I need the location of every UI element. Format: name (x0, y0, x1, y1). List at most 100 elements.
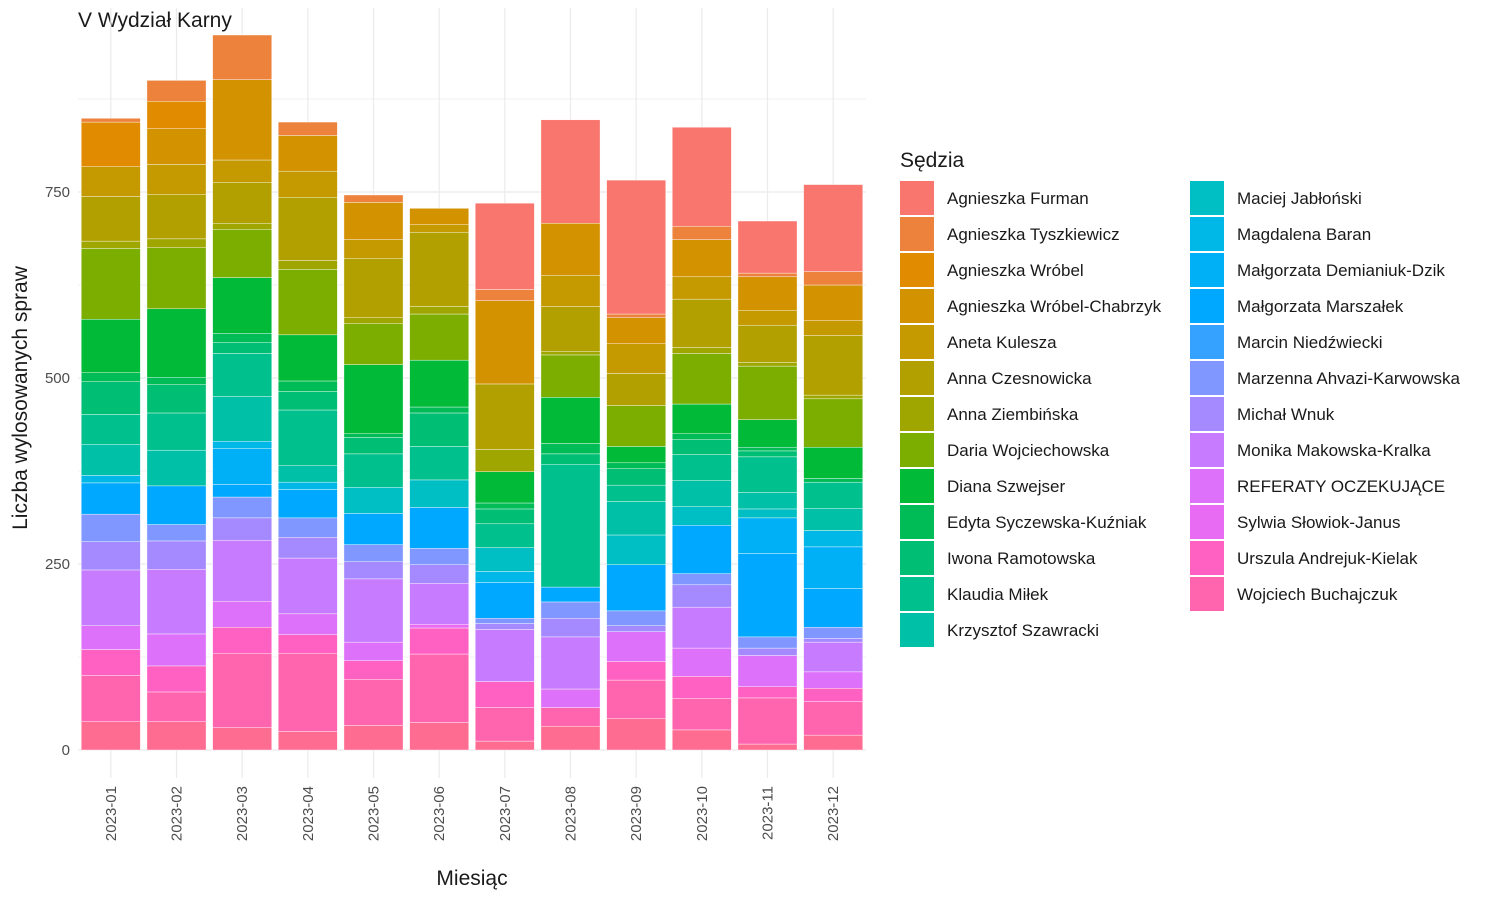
bar-segment (409, 583, 469, 625)
legend-label: Magdalena Baran (1237, 225, 1371, 244)
bar-segment (146, 412, 207, 451)
legend-label: Michał Wnuk (1237, 405, 1335, 424)
bar-segment (475, 471, 535, 504)
bar-segment (146, 238, 207, 248)
bar-segment (672, 347, 732, 354)
x-tick-label: 2023-12 (825, 786, 842, 841)
bar-segment (672, 480, 732, 507)
legend-swatch (900, 541, 934, 575)
x-tick-label: 2023-09 (628, 786, 645, 841)
legend-swatch (1190, 181, 1224, 215)
bar-segment (737, 365, 798, 420)
legend-label: REFERATY OCZEKUJĄCE (1237, 477, 1445, 496)
bar-segment (81, 166, 141, 197)
bar-segment (803, 394, 863, 400)
legend-swatch (1190, 289, 1224, 323)
bar-segment (475, 707, 535, 742)
bar-segment (212, 228, 272, 278)
bar-segment (278, 537, 338, 559)
bar-segment (343, 453, 404, 488)
bar-segment (409, 306, 469, 315)
bar-segment (212, 333, 272, 343)
bar-segment (606, 625, 666, 632)
bar-segment (606, 373, 666, 406)
bar-segment (803, 320, 863, 336)
x-tick-label: 2023-01 (103, 786, 120, 841)
legend-label: Iwona Ramotowska (947, 549, 1096, 568)
bar-segment (409, 208, 469, 225)
bar-segment (278, 334, 338, 382)
bar-segment (278, 731, 338, 751)
bar-segment (343, 561, 404, 580)
bar-segment (278, 391, 338, 411)
bar-segment (737, 697, 798, 745)
bar-segment (81, 649, 141, 676)
bar-segment (803, 446, 863, 479)
bar-segment (343, 725, 404, 751)
x-tick-label: 2023-11 (760, 786, 777, 840)
bar-segment (672, 676, 732, 699)
bar-segment (540, 351, 601, 356)
bar-segment (146, 524, 207, 542)
bar-segment (475, 681, 535, 708)
bar-segment (540, 275, 601, 307)
bar-segment (672, 439, 732, 455)
bar-segment (803, 701, 863, 736)
legend-swatch (900, 325, 934, 359)
bar-segment (737, 446, 798, 452)
legend: Sędzia Agnieszka Furman Agnieszka Tyszkie… (900, 149, 1461, 647)
bar-segment (81, 248, 141, 320)
bar-segment (606, 679, 666, 719)
bar-segment (212, 496, 272, 519)
bar-segment (212, 484, 272, 498)
bar-segment (278, 135, 338, 172)
bar-segment (540, 443, 601, 455)
bar-segment (803, 588, 863, 628)
bar-segment (737, 310, 798, 326)
bar-segment (803, 508, 863, 531)
legend-label: Wojciech Buchajczuk (1237, 585, 1398, 604)
bar-segment (146, 665, 207, 693)
bar-segment (475, 502, 535, 510)
bar-segment (212, 79, 272, 161)
bar-segment (672, 127, 732, 227)
bar-segment (409, 479, 469, 508)
legend-label: Sylwia Słowiok-Janus (1237, 513, 1400, 532)
bar-segment (146, 194, 207, 240)
bar-segment (81, 513, 141, 542)
bar-segment (475, 629, 535, 682)
bar-segment (803, 546, 863, 589)
bar-segment (343, 544, 404, 562)
bar-segment (540, 453, 601, 465)
bar-segment (672, 454, 732, 481)
bar-segment (606, 534, 666, 565)
bar-segment (672, 353, 732, 405)
bar-segment (737, 517, 798, 554)
bar-segment (737, 456, 798, 493)
bar-segment (343, 202, 404, 240)
legend-swatch (1190, 217, 1224, 251)
bar-segment (81, 240, 141, 249)
bar-segment (146, 540, 207, 570)
bar-segment (212, 627, 272, 654)
legend-label: Daria Wojciechowska (947, 441, 1110, 460)
x-tick-label: 2023-10 (694, 786, 711, 841)
bar-segment (737, 272, 798, 278)
bar-segment (278, 409, 338, 466)
bar-segment (803, 671, 863, 689)
bar-segment (540, 586, 601, 603)
bar-segment (672, 239, 732, 278)
bar-segment (343, 364, 404, 435)
bar-segment (212, 34, 272, 80)
bar-segment (409, 224, 469, 233)
bar-segment (81, 196, 141, 242)
bar-segment (803, 184, 863, 272)
bar-segment (803, 478, 863, 483)
bar-segment (212, 182, 272, 224)
legend-swatch (900, 613, 934, 647)
bar-segment (606, 501, 666, 536)
bar-segment (81, 569, 141, 626)
bar-segment (81, 372, 141, 382)
legend-swatch (1190, 505, 1224, 539)
